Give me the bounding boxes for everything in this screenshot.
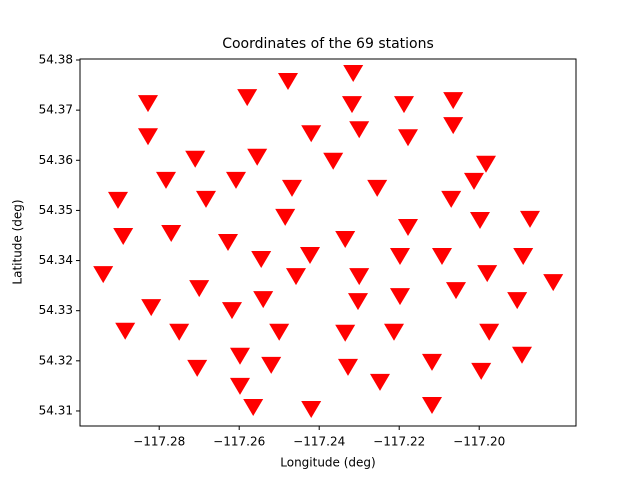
y-tick-label: 54.35 <box>39 203 73 217</box>
x-axis-label: Longitude (deg) <box>280 456 375 470</box>
station-marker <box>476 155 496 173</box>
station-marker <box>384 323 404 341</box>
station-marker <box>477 265 498 283</box>
y-tick-label: 54.34 <box>39 253 73 267</box>
y-tick-label: 54.37 <box>39 103 73 117</box>
station-marker <box>443 117 464 135</box>
station-marker <box>464 172 484 190</box>
station-marker <box>237 89 258 107</box>
y-tick-label: 54.32 <box>39 353 73 367</box>
station-marker <box>398 129 418 147</box>
station-marker <box>261 356 282 374</box>
station-marker <box>169 323 190 341</box>
station-marker <box>251 251 272 269</box>
x-tick-label: −117.28 <box>133 435 185 449</box>
station-marker <box>390 288 410 306</box>
chart-title: Coordinates of the 69 stations <box>222 36 434 52</box>
station-marker <box>138 128 158 146</box>
station-marker <box>342 96 362 114</box>
station-marker <box>275 208 296 226</box>
station-marker <box>349 121 370 139</box>
station-marker <box>446 282 466 300</box>
station-marker <box>422 396 442 414</box>
station-marker <box>367 179 388 197</box>
station-marker <box>161 224 182 242</box>
station-marker <box>422 353 442 371</box>
station-marker <box>335 324 356 342</box>
station-marker <box>479 323 500 341</box>
station-marker <box>243 398 264 416</box>
station-marker <box>230 347 250 365</box>
station-marker <box>443 92 464 110</box>
station-marker <box>226 171 246 189</box>
station-marker <box>269 323 290 341</box>
y-tick-label: 54.36 <box>39 153 73 167</box>
station-marker <box>230 377 250 395</box>
y-axis-label: Latitude (deg) <box>11 199 25 284</box>
station-marker <box>286 268 306 286</box>
station-marker <box>282 179 302 197</box>
station-marker <box>507 292 528 310</box>
station-marker <box>349 268 370 286</box>
x-tick-label: −117.26 <box>213 435 265 449</box>
station-marker <box>185 150 206 168</box>
station-marker <box>394 96 414 114</box>
station-marker <box>141 299 162 317</box>
y-tick-label: 54.33 <box>39 303 73 317</box>
station-marker <box>247 148 268 166</box>
station-marker <box>218 233 238 251</box>
station-marker <box>187 359 208 377</box>
plot-frame <box>79 58 577 427</box>
station-marker <box>470 211 490 229</box>
station-marker <box>300 247 320 265</box>
station-marker <box>543 274 564 292</box>
station-marker <box>222 302 242 320</box>
station-marker <box>348 293 368 311</box>
x-tick-label: −117.20 <box>453 435 505 449</box>
station-marker <box>512 346 532 364</box>
station-marker <box>370 373 390 391</box>
station-marker <box>115 322 136 340</box>
station-marker <box>301 125 322 143</box>
station-marker <box>513 248 534 266</box>
station-marker <box>113 227 134 245</box>
station-marker <box>278 73 298 91</box>
station-marker <box>390 248 410 266</box>
station-marker <box>323 152 344 170</box>
station-marker <box>432 248 452 266</box>
station-marker <box>189 280 210 298</box>
station-marker <box>156 171 176 189</box>
station-marker <box>301 400 322 418</box>
station-marker <box>441 190 462 208</box>
station-marker <box>343 65 364 83</box>
station-marker <box>196 190 216 208</box>
station-marker <box>520 210 540 228</box>
y-tick-label: 54.38 <box>39 53 73 67</box>
station-marker <box>398 218 418 236</box>
y-tick-label: 54.31 <box>39 403 73 417</box>
station-marker <box>335 230 356 248</box>
x-tick-label: −117.22 <box>373 435 425 449</box>
x-tick-label: −117.24 <box>293 435 345 449</box>
station-marker <box>253 291 274 309</box>
station-marker <box>108 191 128 209</box>
station-marker <box>338 358 358 376</box>
station-marker <box>93 266 114 284</box>
station-marker <box>471 362 492 380</box>
station-marker <box>138 95 158 113</box>
